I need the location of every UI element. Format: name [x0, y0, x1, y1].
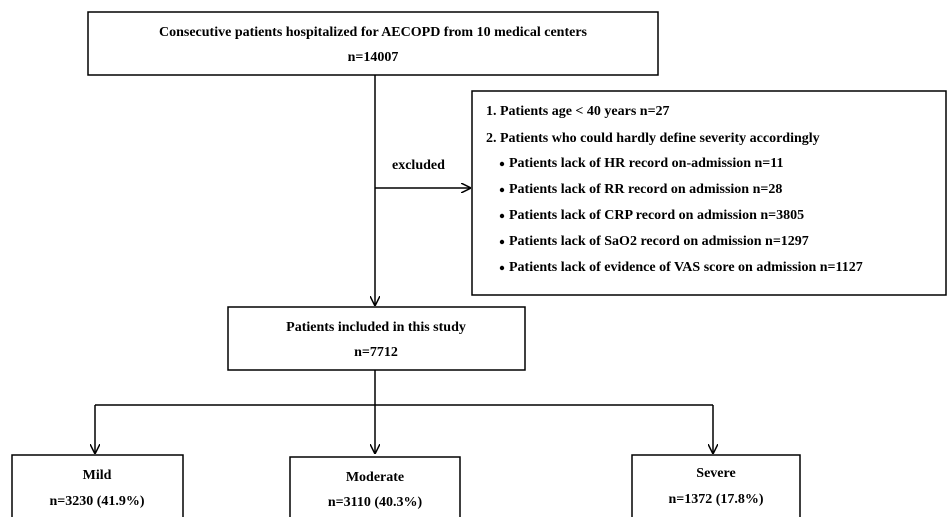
bullet — [499, 213, 505, 219]
node-count: n=14007 — [348, 50, 399, 65]
node-label: Patients included in this study — [286, 320, 466, 335]
bullet — [499, 187, 505, 193]
node-box — [11, 454, 184, 517]
exclusion-subitem: Patients lack of RR record on admission … — [509, 182, 782, 197]
node-box — [227, 306, 526, 371]
node-box — [289, 456, 461, 517]
exclusion-box — [471, 90, 947, 296]
bullet — [499, 239, 505, 245]
node-count: n=1372 (17.8%) — [668, 492, 763, 507]
node-label: Consecutive patients hospitalized for AE… — [159, 25, 588, 40]
node-count: n=3230 (41.9%) — [49, 494, 144, 509]
exclusion-item: 2. Patients who could hardly define seve… — [486, 131, 820, 146]
exclusion-subitem: Patients lack of evidence of VAS score o… — [509, 260, 863, 275]
bullet — [499, 265, 505, 271]
node-label: Severe — [696, 466, 735, 481]
node-count: n=7712 — [354, 345, 398, 360]
edge-label: excluded — [392, 158, 445, 173]
exclusion-subitem: Patients lack of SaO2 record on admissio… — [509, 234, 809, 249]
node-count: n=3110 (40.3%) — [328, 495, 423, 510]
node-box — [87, 11, 659, 76]
exclusion-item: 1. Patients age < 40 years n=27 — [486, 104, 670, 119]
node-label: Moderate — [346, 470, 404, 485]
exclusion-subitem: Patients lack of CRP record on admission… — [509, 208, 804, 223]
exclusion-subitem: Patients lack of HR record on-admission … — [509, 156, 784, 171]
bullet — [499, 161, 505, 167]
node-box — [631, 454, 801, 517]
node-label: Mild — [83, 468, 112, 483]
